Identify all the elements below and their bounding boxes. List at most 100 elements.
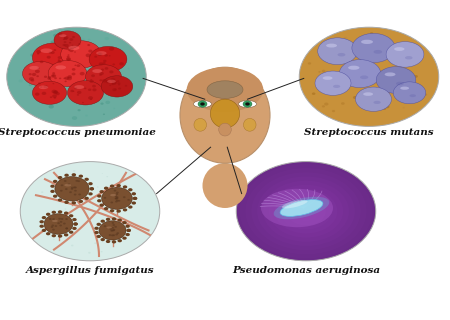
Circle shape bbox=[19, 94, 24, 97]
Circle shape bbox=[368, 36, 370, 38]
Circle shape bbox=[40, 106, 42, 108]
Circle shape bbox=[112, 59, 115, 61]
Circle shape bbox=[97, 199, 102, 202]
Circle shape bbox=[61, 218, 63, 220]
Ellipse shape bbox=[86, 65, 122, 89]
Circle shape bbox=[56, 92, 61, 95]
Circle shape bbox=[381, 115, 385, 118]
Circle shape bbox=[89, 75, 93, 78]
Circle shape bbox=[99, 221, 126, 240]
Circle shape bbox=[115, 195, 117, 197]
Circle shape bbox=[420, 76, 424, 79]
Circle shape bbox=[59, 39, 64, 42]
Circle shape bbox=[391, 78, 395, 80]
Circle shape bbox=[115, 234, 118, 236]
Circle shape bbox=[123, 196, 126, 198]
Circle shape bbox=[125, 90, 130, 93]
Circle shape bbox=[94, 231, 99, 234]
Circle shape bbox=[40, 87, 45, 90]
Circle shape bbox=[100, 238, 105, 241]
Circle shape bbox=[311, 82, 314, 84]
Ellipse shape bbox=[52, 220, 58, 222]
Circle shape bbox=[70, 75, 72, 76]
Circle shape bbox=[94, 243, 97, 244]
Circle shape bbox=[110, 55, 113, 58]
Circle shape bbox=[112, 234, 115, 236]
Circle shape bbox=[111, 98, 116, 102]
Ellipse shape bbox=[202, 163, 248, 208]
Ellipse shape bbox=[40, 48, 52, 53]
Circle shape bbox=[126, 96, 130, 100]
Circle shape bbox=[71, 37, 76, 40]
Circle shape bbox=[73, 170, 75, 172]
Circle shape bbox=[51, 75, 56, 78]
Ellipse shape bbox=[363, 92, 373, 96]
Ellipse shape bbox=[187, 67, 263, 112]
Circle shape bbox=[103, 68, 106, 70]
Circle shape bbox=[102, 192, 103, 193]
Circle shape bbox=[263, 180, 349, 242]
Circle shape bbox=[79, 175, 83, 178]
Ellipse shape bbox=[393, 82, 426, 104]
Ellipse shape bbox=[280, 200, 323, 216]
Circle shape bbox=[85, 197, 89, 200]
Circle shape bbox=[58, 68, 60, 69]
Circle shape bbox=[387, 103, 389, 105]
Circle shape bbox=[74, 190, 77, 192]
Circle shape bbox=[54, 34, 59, 36]
Circle shape bbox=[73, 222, 78, 226]
Circle shape bbox=[92, 217, 93, 218]
Ellipse shape bbox=[400, 87, 409, 90]
Circle shape bbox=[110, 202, 113, 204]
Circle shape bbox=[96, 69, 100, 72]
Circle shape bbox=[88, 252, 90, 254]
Circle shape bbox=[280, 193, 332, 229]
Circle shape bbox=[65, 228, 68, 229]
Circle shape bbox=[90, 75, 95, 78]
Circle shape bbox=[72, 39, 77, 43]
Circle shape bbox=[37, 86, 42, 89]
Circle shape bbox=[58, 210, 63, 213]
Circle shape bbox=[79, 200, 83, 203]
Ellipse shape bbox=[180, 67, 270, 163]
Ellipse shape bbox=[96, 51, 107, 55]
Circle shape bbox=[54, 60, 59, 64]
Circle shape bbox=[33, 77, 35, 78]
Ellipse shape bbox=[374, 101, 381, 104]
Circle shape bbox=[105, 226, 106, 227]
Circle shape bbox=[109, 228, 112, 230]
Circle shape bbox=[252, 172, 360, 250]
Circle shape bbox=[128, 205, 133, 209]
Circle shape bbox=[355, 108, 359, 110]
Ellipse shape bbox=[32, 81, 67, 104]
Circle shape bbox=[117, 77, 119, 79]
Circle shape bbox=[349, 102, 353, 105]
Circle shape bbox=[114, 91, 118, 94]
Circle shape bbox=[66, 33, 68, 35]
Circle shape bbox=[112, 229, 115, 231]
Circle shape bbox=[117, 200, 120, 202]
Circle shape bbox=[42, 90, 44, 91]
Circle shape bbox=[77, 44, 82, 48]
Circle shape bbox=[75, 65, 79, 68]
Circle shape bbox=[92, 77, 95, 80]
Circle shape bbox=[88, 192, 93, 196]
Circle shape bbox=[91, 94, 94, 96]
Circle shape bbox=[269, 185, 343, 238]
Ellipse shape bbox=[326, 44, 337, 48]
Circle shape bbox=[51, 51, 54, 53]
Ellipse shape bbox=[219, 123, 231, 136]
Circle shape bbox=[346, 101, 351, 104]
Circle shape bbox=[320, 96, 322, 98]
Circle shape bbox=[382, 69, 387, 72]
Ellipse shape bbox=[238, 100, 256, 108]
Ellipse shape bbox=[410, 94, 416, 97]
Ellipse shape bbox=[333, 85, 340, 88]
Ellipse shape bbox=[68, 46, 80, 50]
Circle shape bbox=[392, 61, 394, 62]
Circle shape bbox=[51, 100, 55, 102]
Circle shape bbox=[99, 66, 104, 69]
Ellipse shape bbox=[323, 76, 333, 80]
Circle shape bbox=[111, 77, 115, 79]
Circle shape bbox=[117, 184, 121, 187]
